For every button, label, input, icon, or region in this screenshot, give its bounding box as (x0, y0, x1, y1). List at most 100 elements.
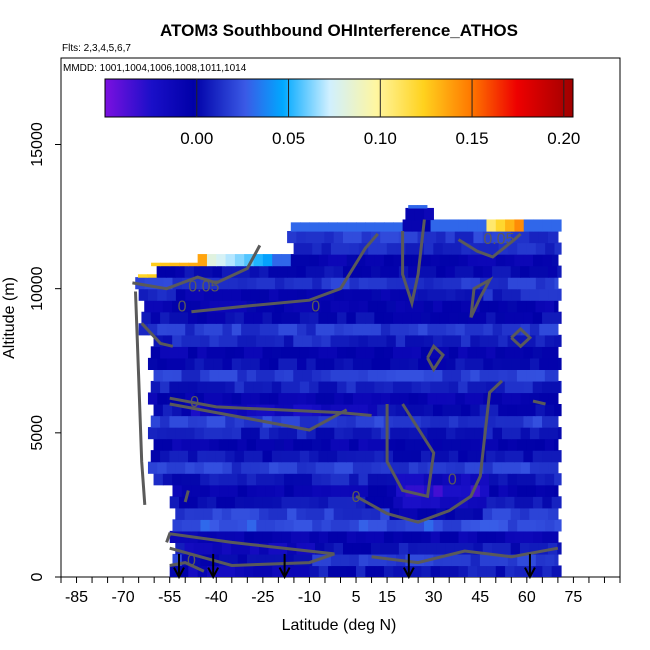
heatmap-cell (418, 461, 429, 474)
heatmap-cell (377, 438, 388, 451)
heatmap-cell (160, 262, 171, 267)
heatmap-cell (414, 404, 425, 417)
heatmap-cell (451, 277, 462, 290)
heatmap-cell (203, 265, 214, 278)
heatmap-cell (395, 300, 406, 313)
heatmap-cell (439, 415, 450, 428)
heatmap-cell (548, 288, 559, 301)
heatmap-cell (402, 450, 413, 463)
heatmap-cell (283, 300, 294, 313)
heatmap-cell (193, 542, 204, 555)
heatmap-cell (321, 473, 332, 486)
heatmap-cell (253, 346, 264, 359)
heatmap-cell (337, 530, 348, 543)
heatmap-cell (418, 357, 429, 370)
heatmap-cell (244, 254, 255, 267)
heatmap-cell (349, 334, 360, 347)
heatmap-cell (532, 346, 543, 359)
heatmap-cell (386, 404, 397, 417)
heatmap-cell (390, 357, 401, 370)
colorbar-tick-label: 0.05 (272, 129, 305, 148)
heatmap-cell (147, 288, 158, 301)
heatmap-cell (433, 438, 443, 451)
heatmap-cell (169, 565, 180, 577)
heatmap-cell (162, 438, 173, 451)
heatmap-cell (517, 484, 528, 497)
heatmap-cell (560, 450, 562, 463)
heatmap-cell (309, 530, 320, 543)
heatmap-cell (507, 473, 518, 486)
heatmap-cell (243, 311, 254, 324)
heatmap-cell (241, 392, 252, 405)
heatmap-cell (430, 496, 441, 509)
heatmap-cell (488, 369, 499, 382)
x-tick-label: -85 (65, 589, 88, 606)
heatmap-cell (330, 519, 341, 532)
heatmap-cell (539, 461, 550, 474)
contour-line (371, 546, 559, 565)
heatmap-cell (449, 496, 460, 509)
heatmap-cell (498, 300, 509, 313)
heatmap-cell (153, 438, 164, 451)
heatmap-cell (206, 565, 217, 577)
heatmap-cell (498, 334, 509, 347)
heatmap-cell (246, 404, 257, 417)
heatmap-cell (190, 438, 201, 451)
heatmap-cell (377, 277, 388, 290)
heatmap-cell (197, 450, 208, 463)
y-axis: 0 5000 10000 15000 (29, 122, 61, 581)
heatmap-cell (554, 369, 559, 382)
heatmap-cell (250, 357, 261, 370)
heatmap-cell (225, 311, 236, 324)
heatmap-cell (557, 357, 562, 370)
heatmap-cell (461, 484, 472, 497)
heatmap-cell (486, 254, 497, 267)
heatmap-cell (219, 277, 229, 290)
heatmap-cell (218, 300, 229, 313)
heatmap-cell (514, 530, 525, 543)
heatmap-cell (274, 277, 285, 290)
heatmap-cell (339, 334, 350, 347)
heatmap-cell (411, 380, 422, 394)
heatmap-cell (393, 496, 404, 509)
heatmap-cell (442, 484, 453, 497)
heatmap-cell (299, 450, 310, 463)
heatmap-cell (256, 473, 266, 486)
heatmap-cell (200, 300, 211, 313)
contour-line (191, 232, 379, 314)
heatmap-cell (349, 438, 360, 451)
heatmap-cell (287, 288, 298, 301)
heatmap-cell (507, 242, 518, 255)
heatmap-cell (446, 357, 457, 370)
heatmap-cell (473, 265, 484, 278)
heatmap-cell (477, 496, 488, 509)
heatmap-cell (436, 265, 447, 278)
heatmap-cell (237, 553, 248, 567)
contour-line (355, 379, 504, 524)
heatmap-cell (281, 311, 292, 324)
heatmap-cell (488, 334, 499, 347)
heatmap-cell (206, 380, 217, 394)
heatmap-cell (349, 277, 360, 290)
heatmap-cell (299, 380, 310, 394)
heatmap-cell (377, 484, 388, 497)
heatmap-cell (504, 311, 515, 324)
heatmap-cell (339, 300, 350, 313)
heatmap-cell (446, 392, 457, 405)
heatmap-cell (479, 242, 490, 255)
heatmap-cell (473, 542, 484, 555)
heatmap-cell (362, 392, 373, 405)
heatmap-cell (408, 205, 419, 209)
heatmap-cell (162, 473, 173, 486)
heatmap-cell (293, 484, 304, 497)
heatmap-cell (495, 380, 506, 394)
heatmap-cell (197, 380, 208, 394)
heatmap-cell (358, 473, 369, 486)
heatmap-cell (215, 346, 226, 359)
heatmap-cell (342, 265, 353, 278)
heatmap-cell (166, 461, 177, 474)
heatmap-cell (365, 311, 375, 324)
heatmap-cell (306, 427, 317, 440)
contour-line (165, 532, 335, 568)
heatmap-cell (474, 392, 484, 405)
